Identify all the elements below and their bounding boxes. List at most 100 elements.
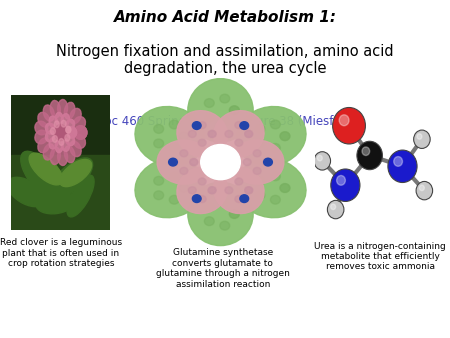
Circle shape	[61, 120, 66, 127]
Ellipse shape	[7, 177, 45, 207]
Circle shape	[53, 136, 58, 142]
Circle shape	[416, 182, 432, 200]
Circle shape	[270, 172, 280, 181]
Circle shape	[314, 152, 331, 170]
Circle shape	[235, 122, 243, 129]
Ellipse shape	[36, 192, 76, 214]
Circle shape	[245, 187, 253, 194]
Circle shape	[220, 94, 230, 103]
Ellipse shape	[214, 167, 264, 214]
Text: Amino Acid Metabolism 1:: Amino Acid Metabolism 1:	[113, 10, 337, 25]
Circle shape	[255, 176, 265, 185]
Circle shape	[201, 145, 240, 180]
Circle shape	[208, 187, 216, 194]
Circle shape	[179, 132, 189, 141]
Ellipse shape	[65, 134, 75, 146]
Ellipse shape	[21, 151, 61, 200]
Circle shape	[225, 187, 233, 194]
Circle shape	[169, 172, 179, 181]
Circle shape	[204, 113, 214, 122]
Circle shape	[154, 191, 164, 200]
Circle shape	[180, 167, 188, 174]
Ellipse shape	[188, 79, 253, 142]
Circle shape	[280, 132, 290, 141]
Circle shape	[208, 130, 216, 138]
Circle shape	[170, 159, 178, 166]
Ellipse shape	[135, 106, 205, 166]
Ellipse shape	[50, 147, 60, 165]
Circle shape	[337, 175, 346, 185]
Circle shape	[169, 158, 177, 166]
Circle shape	[190, 159, 198, 166]
Ellipse shape	[73, 117, 86, 131]
Ellipse shape	[38, 138, 50, 153]
Circle shape	[154, 125, 164, 134]
Circle shape	[198, 122, 206, 129]
Circle shape	[66, 126, 71, 133]
Ellipse shape	[67, 175, 94, 217]
Circle shape	[169, 144, 179, 152]
Circle shape	[230, 106, 239, 115]
Ellipse shape	[70, 108, 81, 124]
Circle shape	[66, 126, 71, 133]
Ellipse shape	[177, 111, 227, 157]
Ellipse shape	[157, 140, 211, 184]
Circle shape	[193, 195, 201, 202]
Circle shape	[240, 195, 248, 202]
Ellipse shape	[73, 134, 86, 148]
Circle shape	[255, 191, 265, 200]
Circle shape	[179, 184, 189, 192]
Circle shape	[190, 159, 198, 166]
Ellipse shape	[64, 102, 75, 119]
Text: Bioc 460 Spring 2008 - Lecture 38 (Miesfeld): Bioc 460 Spring 2008 - Lecture 38 (Miesf…	[94, 115, 356, 128]
Ellipse shape	[61, 114, 69, 127]
Ellipse shape	[70, 141, 81, 156]
Text: Glutamine synthetase
converts glutamate to
glutamine through a nitrogen
assimila: Glutamine synthetase converts glutamate …	[156, 248, 290, 289]
Circle shape	[154, 176, 164, 185]
Bar	[11, 155, 110, 230]
Circle shape	[280, 184, 290, 192]
Ellipse shape	[58, 99, 68, 117]
Circle shape	[245, 130, 253, 138]
Circle shape	[253, 150, 261, 157]
Circle shape	[50, 128, 55, 135]
Ellipse shape	[45, 131, 55, 142]
Circle shape	[225, 130, 233, 138]
Circle shape	[280, 132, 290, 141]
Circle shape	[204, 202, 214, 211]
Ellipse shape	[236, 158, 306, 218]
Circle shape	[270, 195, 280, 204]
Circle shape	[220, 221, 230, 230]
Ellipse shape	[49, 137, 58, 149]
Circle shape	[263, 159, 271, 166]
Circle shape	[235, 139, 243, 146]
Ellipse shape	[55, 112, 63, 126]
Circle shape	[230, 106, 239, 115]
Ellipse shape	[59, 160, 92, 187]
Circle shape	[208, 187, 216, 194]
Circle shape	[280, 184, 290, 192]
Ellipse shape	[64, 146, 75, 163]
Ellipse shape	[49, 158, 93, 199]
Circle shape	[414, 130, 430, 148]
Circle shape	[245, 187, 253, 194]
Ellipse shape	[45, 123, 55, 134]
Circle shape	[180, 150, 188, 157]
Ellipse shape	[67, 127, 76, 138]
Circle shape	[339, 115, 349, 126]
Ellipse shape	[74, 126, 87, 139]
Ellipse shape	[236, 106, 306, 166]
Circle shape	[240, 122, 248, 129]
Circle shape	[230, 210, 239, 218]
Circle shape	[179, 184, 189, 192]
Circle shape	[270, 120, 280, 129]
Circle shape	[208, 130, 216, 138]
Circle shape	[270, 144, 280, 152]
Circle shape	[235, 196, 243, 202]
Ellipse shape	[50, 100, 60, 118]
Circle shape	[220, 118, 230, 126]
Ellipse shape	[188, 182, 253, 246]
Ellipse shape	[43, 144, 54, 160]
Circle shape	[179, 132, 189, 141]
Circle shape	[198, 196, 206, 202]
